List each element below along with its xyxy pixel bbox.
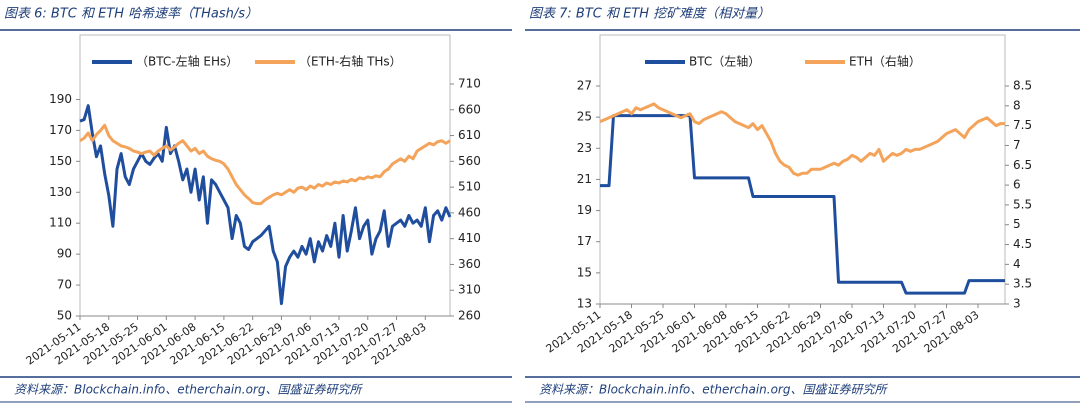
y2-tick-label: 360 bbox=[458, 257, 481, 271]
y2-tick-label: 410 bbox=[458, 231, 481, 245]
legend-label: ETH（右轴） bbox=[849, 54, 921, 69]
y-tick-label: 25 bbox=[577, 110, 592, 124]
y2-tick-label: 8 bbox=[1013, 98, 1021, 112]
y-tick-label: 15 bbox=[577, 265, 592, 279]
y2-tick-label: 310 bbox=[458, 283, 481, 297]
series-line bbox=[599, 102, 1005, 177]
y-tick-label: 23 bbox=[577, 141, 592, 155]
y-tick-label: 130 bbox=[49, 185, 72, 199]
y-tick-label: 27 bbox=[577, 79, 592, 93]
y-tick-label: 90 bbox=[57, 247, 72, 261]
y2-tick-label: 6 bbox=[1013, 178, 1021, 192]
y2-tick-label: 8.5 bbox=[1013, 79, 1032, 93]
chart-title: 图表 6: BTC 和 ETH 哈希速率（THash/s） bbox=[4, 6, 258, 22]
source-note: 资料来源：Blockchain.info、etherchain.org、国盛证券… bbox=[539, 383, 888, 397]
y-tick-label: 70 bbox=[57, 278, 72, 292]
y2-tick-label: 560 bbox=[458, 154, 481, 168]
y2-tick-label: 7 bbox=[1013, 138, 1021, 152]
chart-title: 图表 7: BTC 和 ETH 挖矿难度（相对量） bbox=[529, 6, 770, 22]
source-note: 资料来源：Blockchain.info、etherchain.org、国盛证券… bbox=[14, 383, 363, 397]
series-line bbox=[79, 123, 451, 206]
y2-tick-label: 7.5 bbox=[1013, 118, 1032, 132]
y2-tick-label: 3.5 bbox=[1013, 277, 1032, 291]
y2-tick-label: 4.5 bbox=[1013, 237, 1032, 251]
series-line bbox=[79, 104, 452, 306]
legend-label: BTC（左轴） bbox=[689, 54, 760, 69]
y-tick-label: 110 bbox=[49, 216, 72, 230]
y2-tick-label: 6.5 bbox=[1013, 158, 1032, 172]
y-tick-label: 17 bbox=[577, 234, 592, 248]
y2-tick-label: 5.5 bbox=[1013, 197, 1032, 211]
y-tick-label: 170 bbox=[49, 123, 72, 137]
plot-frame bbox=[79, 34, 451, 317]
y-tick-label: 21 bbox=[577, 172, 592, 186]
y2-tick-label: 3 bbox=[1013, 297, 1021, 311]
y2-tick-label: 4 bbox=[1013, 257, 1021, 271]
y2-tick-label: 710 bbox=[458, 77, 481, 91]
y2-tick-label: 5 bbox=[1013, 217, 1021, 231]
y-tick-label: 13 bbox=[577, 297, 592, 311]
y-tick-label: 50 bbox=[57, 309, 72, 323]
y2-tick-label: 260 bbox=[458, 309, 481, 323]
y-tick-label: 19 bbox=[577, 203, 592, 217]
y-tick-label: 190 bbox=[49, 92, 72, 106]
series-line bbox=[600, 114, 1005, 295]
legend-label: （ETH-右轴 THs） bbox=[299, 54, 402, 69]
y2-tick-label: 660 bbox=[458, 102, 481, 116]
y2-tick-label: 610 bbox=[458, 128, 481, 142]
legend-label: （BTC-左轴 EHs） bbox=[136, 54, 238, 69]
y2-tick-label: 460 bbox=[458, 205, 481, 219]
y2-tick-label: 510 bbox=[458, 180, 481, 194]
plot-frame bbox=[599, 34, 1006, 305]
y-tick-label: 150 bbox=[49, 154, 72, 168]
